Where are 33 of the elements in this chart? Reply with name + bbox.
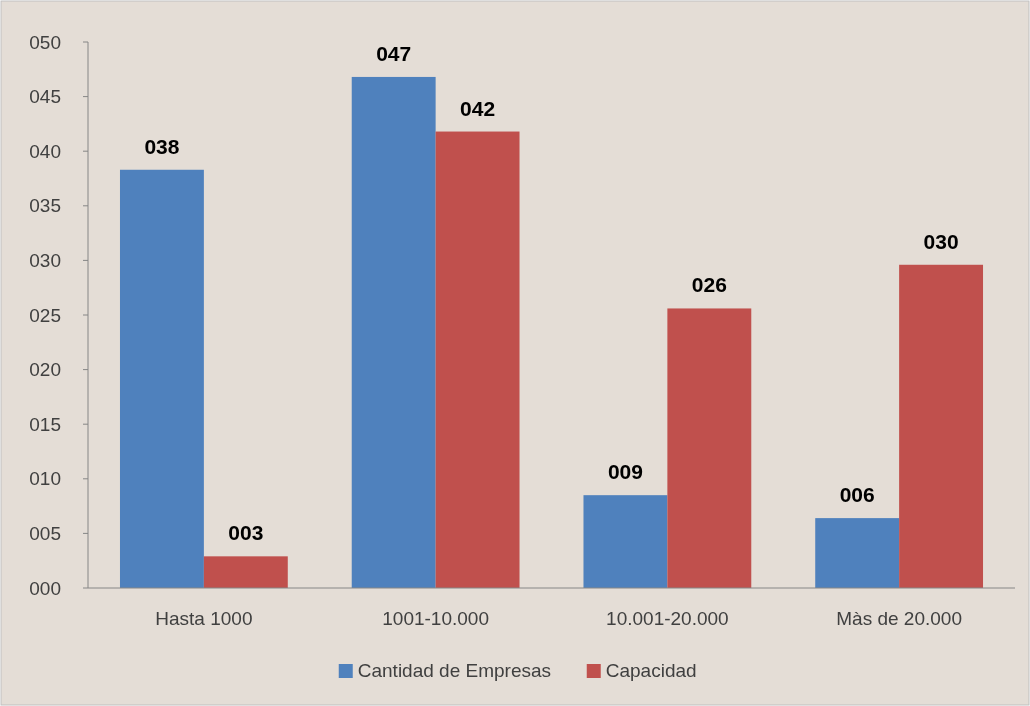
y-tick-label: 030 (29, 250, 61, 272)
bar (203, 556, 288, 588)
data-label: 042 (460, 96, 496, 120)
y-tick-label: 020 (29, 359, 61, 381)
y-tick-label: 025 (29, 304, 61, 326)
data-label: 009 (607, 460, 643, 484)
data-label: 047 (376, 41, 412, 65)
bar (899, 264, 984, 588)
data-label: 003 (228, 521, 264, 545)
y-tick-label: 015 (29, 413, 61, 435)
y-tick-label: 040 (29, 140, 61, 162)
bar (667, 308, 752, 588)
y-tick-label: 005 (29, 523, 61, 545)
data-label: 030 (923, 229, 959, 253)
y-tick-label: 035 (29, 195, 61, 217)
bar (583, 495, 668, 588)
x-tick-label: Hasta 1000 (155, 608, 253, 629)
x-tick-label: 1001-10.000 (382, 608, 489, 629)
y-tick-label: 045 (29, 86, 61, 108)
x-tick-label: Màs de 20.000 (836, 608, 962, 629)
y-tick-label: 010 (29, 468, 61, 490)
legend-label: Cantidad de Empresas (357, 660, 552, 681)
x-tick-label: 10.001-20.000 (606, 608, 729, 629)
bar (351, 76, 436, 588)
bar (815, 518, 900, 588)
data-label: 026 (691, 273, 727, 297)
data-label: 038 (144, 134, 180, 158)
y-tick-label: 050 (29, 31, 61, 53)
legend-label: Capacidad (605, 660, 697, 681)
data-label: 006 (839, 483, 875, 507)
bar (435, 131, 520, 588)
y-tick-label: 000 (29, 577, 61, 599)
bar (119, 169, 204, 588)
